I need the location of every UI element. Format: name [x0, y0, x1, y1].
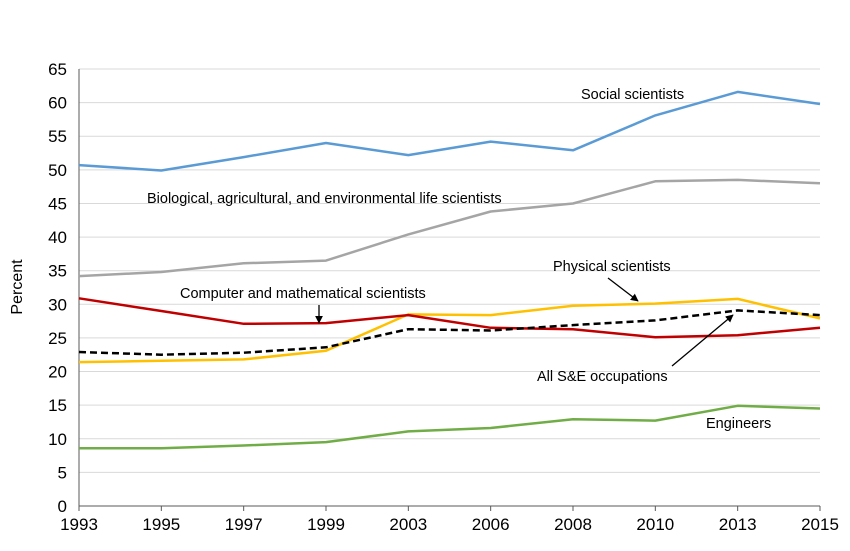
x-tick-label: 1993	[60, 515, 98, 534]
axes: 0 5 10 15 20 25 30 35 40 45 50 55 60 65 1993 1995 1997 19…	[48, 60, 839, 534]
x-tick-label: 2015	[801, 515, 839, 534]
y-tick-label: 50	[48, 161, 67, 180]
arrow-physical-scientists	[607, 277, 639, 302]
y-tick-label: 55	[48, 127, 67, 146]
y-tick-label: 30	[48, 295, 67, 314]
y-tick-label: 10	[48, 430, 67, 449]
gridlines	[79, 68, 820, 473]
annotation-label-0: Social scientists	[581, 87, 684, 103]
series-line-1	[78, 178, 821, 278]
series-line-2	[78, 297, 821, 364]
series-line-4	[78, 309, 821, 356]
y-tick-label: 65	[48, 60, 67, 79]
y-tick-label: 60	[48, 94, 67, 113]
series-line-3	[78, 297, 821, 339]
x-tick-label: 2003	[389, 515, 427, 534]
arrow-all-se-occupations	[671, 314, 734, 367]
annotation-label-1: Biological, agricultural, and environmen…	[147, 191, 502, 207]
series-line-5	[79, 404, 821, 450]
x-tick-label: 1995	[142, 515, 180, 534]
x-tick-label: 2013	[719, 515, 757, 534]
y-tick-label: 0	[58, 497, 67, 516]
series-lines	[78, 90, 821, 450]
x-tick-label: 1999	[307, 515, 345, 534]
y-tick-label: 25	[48, 329, 67, 348]
annotations: Social scientists Biological, agricultura…	[147, 87, 771, 432]
y-tick-label: 20	[48, 363, 67, 382]
y-tick-label: 5	[58, 463, 67, 482]
y-tick-label: 40	[48, 228, 67, 247]
x-tick-label: 2006	[472, 515, 510, 534]
x-tick-label: 1997	[225, 515, 263, 534]
annotation-label-3: Computer and mathematical scientists	[180, 286, 426, 302]
x-tick-label: 2008	[554, 515, 592, 534]
y-tick-label: 45	[48, 194, 67, 213]
y-tick-label: 15	[48, 396, 67, 415]
annotation-label-4: All S&E occupations	[537, 369, 668, 385]
y-axis-title: Percent	[9, 259, 26, 315]
annotation-label-2: Physical scientists	[553, 259, 671, 275]
annotation-label-5: Engineers	[706, 416, 771, 432]
series-line-0	[78, 90, 821, 172]
y-tick-label: 35	[48, 262, 67, 281]
x-tick-label: 2010	[636, 515, 674, 534]
